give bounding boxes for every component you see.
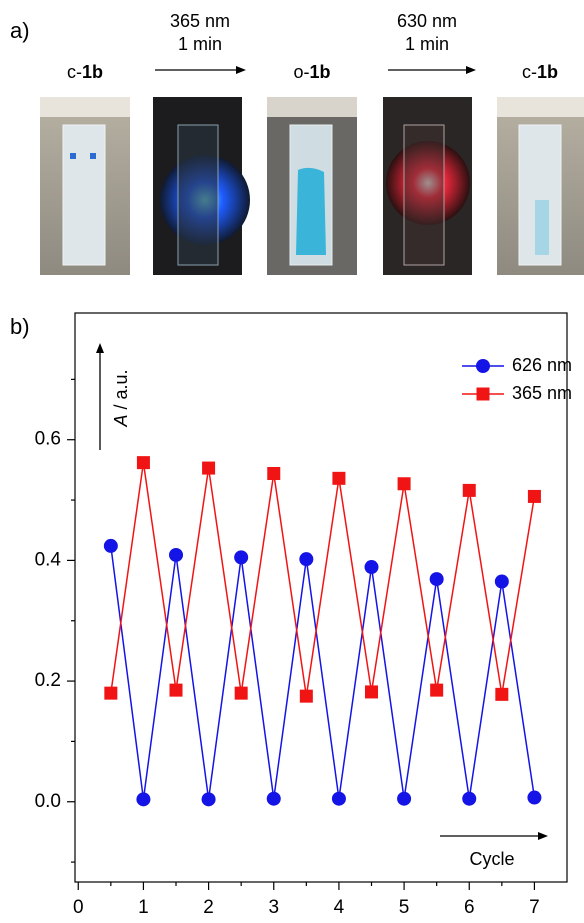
step-wavelength: 365 nm [170,11,230,31]
arrow-head [236,66,246,74]
step-wavelength: 630 nm [397,11,457,31]
series-line [110,545,536,800]
y-tick-label: 0.2 [35,670,61,691]
panel-label: b) [10,314,30,339]
state-prefix: c- [522,62,537,82]
x-tick-label: 1 [138,897,149,918]
state-prefix: c- [67,62,82,82]
x-tick-label: 0 [73,897,84,918]
y-annotation: A / a.u. [111,369,131,427]
series-line [110,462,536,697]
marker [103,538,118,553]
x-tick-label: 4 [334,897,345,918]
x-tick-label: 7 [529,897,540,918]
marker [136,456,150,470]
x-tick-label: 5 [399,897,410,918]
marker [169,683,183,697]
marker [364,560,379,575]
arrow-head [538,832,548,840]
marker [299,552,314,567]
legend-marker [476,359,490,373]
x-tick-label: 6 [464,897,475,918]
marker [430,683,444,697]
legend-marker [476,387,490,401]
arrow-head [96,343,104,353]
marker [332,471,346,485]
marker [331,791,346,806]
marker [136,792,151,807]
marker [202,461,216,475]
marker [397,477,411,491]
marker [527,489,541,503]
marker [299,689,313,703]
state-label: c-1b [67,62,103,82]
state-prefix: o- [293,62,309,82]
marker [104,686,118,700]
legend-label: 365 nm [512,383,572,403]
y-annotation-unit: / a.u. [111,369,131,414]
y-tick-label: 0.6 [35,429,61,450]
state-label: c-1b [522,62,558,82]
step-time: 1 min [178,34,222,54]
marker [495,687,509,701]
marker [365,685,379,699]
x-tick-label: 2 [203,897,214,918]
marker [169,547,184,562]
arrow-head [466,66,476,74]
marker [266,791,281,806]
y-annotation-symbol: A [111,415,131,428]
legend-label: 626 nm [512,355,572,375]
step-time: 1 min [405,34,449,54]
x-annotation: Cycle [469,849,514,869]
photo [40,97,130,275]
state-label: o-1b [293,62,330,82]
y-tick-label: 0.4 [35,549,62,570]
photo [267,97,357,275]
x-tick-label: 3 [268,897,279,918]
compound: 1b [310,62,331,82]
marker [397,791,412,806]
marker [201,792,216,807]
y-tick-label: 0.0 [35,791,61,812]
photo [153,97,250,275]
marker [462,791,477,806]
marker [527,790,542,805]
marker [494,574,509,589]
plot-frame [74,312,568,883]
photo [497,97,584,275]
marker [234,686,248,700]
panel-label: a) [10,18,30,43]
marker [234,550,249,565]
marker [267,467,281,481]
compound: 1b [82,62,103,82]
marker [429,572,444,587]
photo [383,97,472,275]
marker [462,483,476,497]
compound: 1b [537,62,558,82]
